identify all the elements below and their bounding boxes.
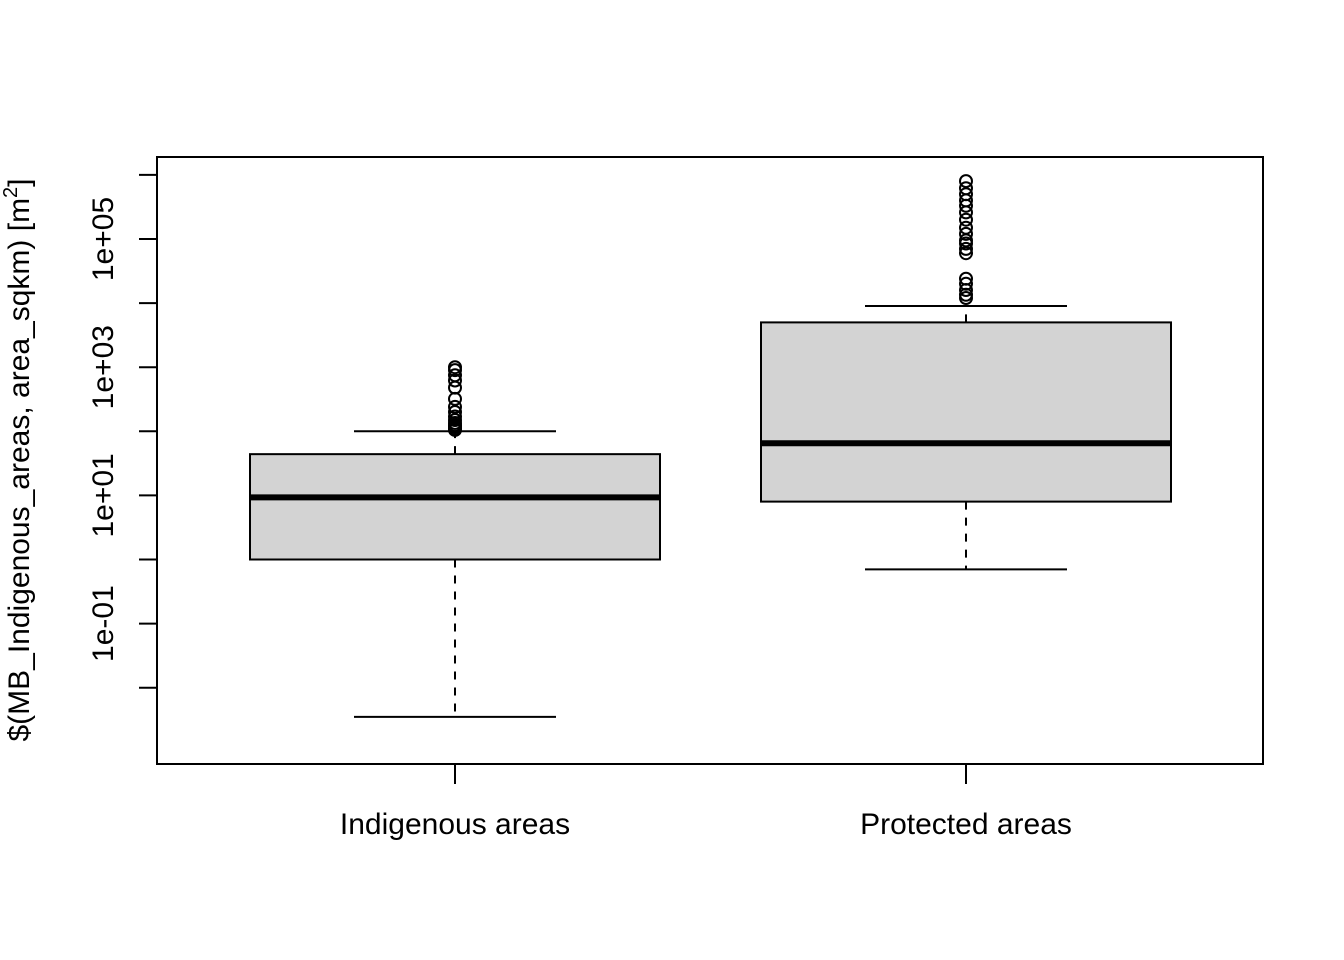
- y-tick-label: 1e+03: [87, 325, 120, 409]
- outlier-point: [959, 287, 973, 302]
- outlier-point: [959, 226, 973, 241]
- iqr-box: [249, 453, 661, 561]
- outlier-point: [448, 399, 462, 414]
- outlier-point: [959, 212, 973, 227]
- x-axis: Indigenous areas Protected areas: [340, 764, 1072, 841]
- outlier-point: [448, 391, 462, 406]
- y-axis-label-end: ]: [3, 178, 36, 186]
- outlier-point: [448, 409, 462, 424]
- outlier-point: [959, 187, 973, 202]
- y-axis-label-sup: 2: [0, 187, 22, 198]
- outlier-point: [448, 373, 462, 388]
- boxes-layer: [249, 174, 1172, 718]
- outlier-point: [959, 181, 973, 196]
- x-tick-label: Protected areas: [860, 808, 1072, 841]
- x-tick-label: Indigenous areas: [340, 808, 570, 841]
- outlier-point: [959, 271, 973, 286]
- y-tick-label: 1e+05: [87, 197, 120, 281]
- outlier-point: [959, 220, 973, 235]
- y-tick-label: 1e-01: [87, 585, 120, 662]
- outlier-point: [448, 360, 462, 375]
- iqr-box: [760, 321, 1172, 503]
- outlier-point: [959, 241, 973, 256]
- y-axis: 1e-01 1e+01 1e+03 1e+05: [87, 173, 158, 689]
- outlier-point: [448, 368, 462, 383]
- box-group: [249, 360, 661, 718]
- outlier-point: [959, 174, 973, 189]
- y-tick-label: 1e+01: [87, 453, 120, 537]
- y-axis-label: $(MB_Indigenous_areas, area_sqkm) [m2]: [0, 178, 36, 741]
- outlier-point: [448, 405, 462, 420]
- y-axis-label-main: $(MB_Indigenous_areas, area_sqkm) [m: [3, 198, 36, 742]
- outlier-point: [959, 276, 973, 291]
- box-group: [760, 174, 1172, 571]
